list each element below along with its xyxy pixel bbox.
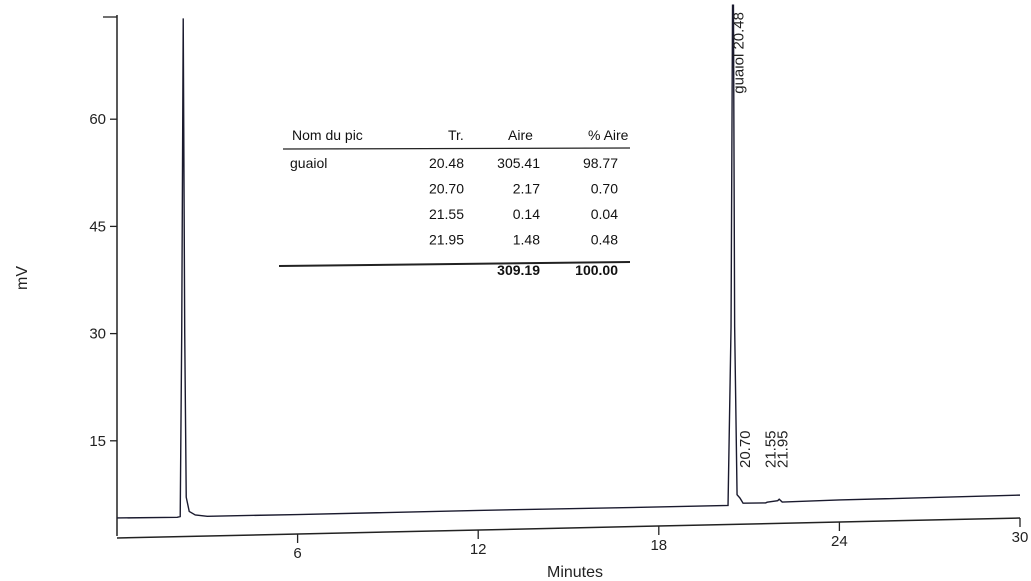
y-tick-label: 45 <box>89 218 106 235</box>
chromatogram-trace <box>116 4 1021 519</box>
peak-label: 21.95 <box>775 430 792 468</box>
x-axis-line <box>116 517 1021 539</box>
table-cell: 305.41 <box>497 155 540 171</box>
table-total: 100.00 <box>575 262 618 278</box>
x-axis-title: Minutes <box>547 564 603 581</box>
table-cell: 21.95 <box>429 232 464 248</box>
y-axis-title: mV <box>14 266 31 290</box>
y-tick-label: 30 <box>89 326 106 343</box>
x-tick-label: 30 <box>1012 529 1029 546</box>
table-cell: 0.14 <box>513 206 540 222</box>
table-header: % Aire <box>588 127 629 143</box>
table-header: Aire <box>508 127 533 143</box>
peak-label: 20.70 <box>737 430 754 468</box>
x-tick-label: 18 <box>650 537 667 554</box>
axis-ticks: 15 30 45 60 6 12 18 24 30 <box>89 16 1029 562</box>
table-header-rule <box>282 147 631 150</box>
x-tick-label: 24 <box>831 533 848 550</box>
table-header: Tr. <box>448 127 464 143</box>
table-total-rule <box>278 261 631 267</box>
x-tick-label: 12 <box>470 541 487 558</box>
table-cell: 0.04 <box>591 206 618 222</box>
table-cell: 2.17 <box>513 181 540 197</box>
peak-label: guaiol 20.48 <box>730 12 747 94</box>
table-header: Nom du pic <box>292 127 363 143</box>
table-cell: 0.70 <box>591 181 618 197</box>
table-cell: 98.77 <box>583 155 618 171</box>
table-cell: 20.48 <box>429 155 464 171</box>
table-cell: 1.48 <box>513 232 540 248</box>
table-cell: 21.55 <box>429 206 464 222</box>
table-cell: guaiol <box>290 155 327 171</box>
x-tick-label: 6 <box>293 545 301 562</box>
table-cell: 0.48 <box>591 232 618 248</box>
y-tick-label: 15 <box>89 433 106 450</box>
peak-label: 21.55 <box>763 430 780 468</box>
axes <box>116 15 1021 539</box>
table-total: 309.19 <box>497 262 540 278</box>
peak-table: Nom du pic Tr. Aire % Aire guaiol 20.48 305.41… <box>278 127 631 278</box>
chromatogram-trace-group <box>116 4 1021 519</box>
table-cell: 20.70 <box>429 181 464 197</box>
y-tick-label: 60 <box>89 111 106 128</box>
